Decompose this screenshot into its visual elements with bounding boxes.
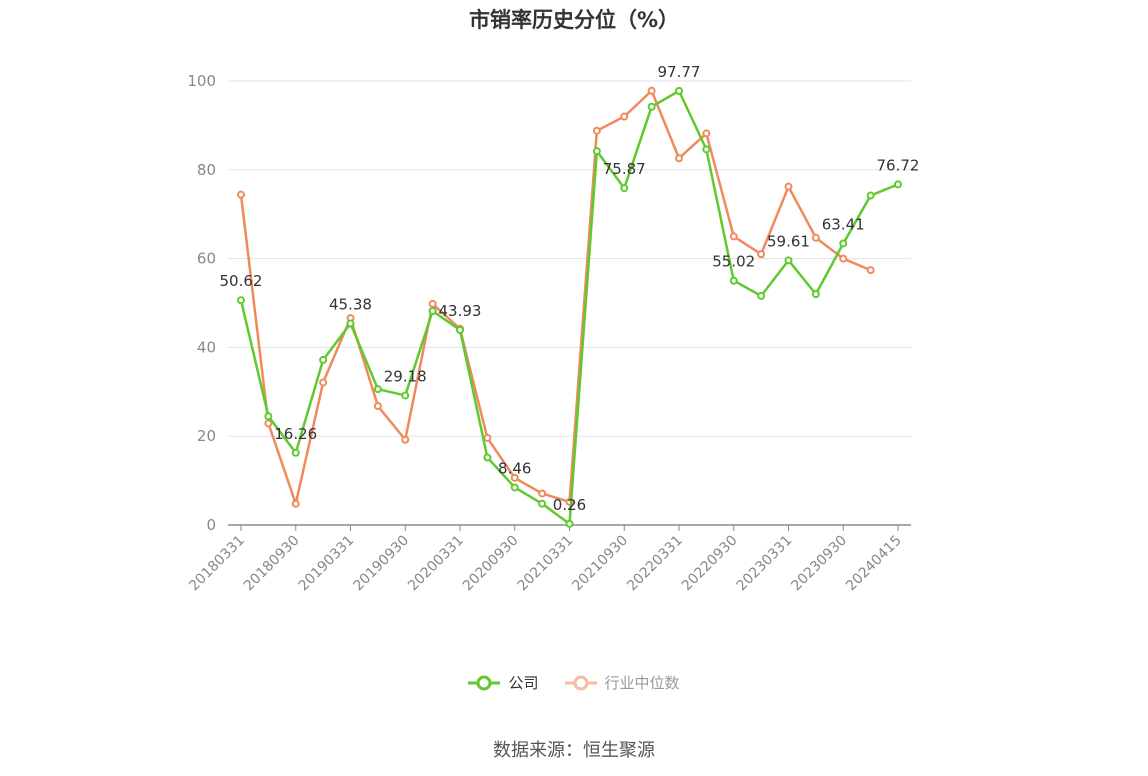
data-point-company	[675, 86, 683, 95]
legend-company-label: 公司	[508, 674, 539, 692]
data-label: 16.26	[274, 425, 317, 443]
data-point-industry-median	[401, 435, 410, 444]
data-label: 76.72	[877, 156, 920, 174]
data-point-industry-median	[319, 378, 328, 387]
data-point-industry-median	[428, 299, 437, 308]
data-label: 0.26	[553, 496, 586, 514]
data-label: 45.38	[329, 296, 372, 314]
data-source-caption: 数据来源：恒生聚源	[493, 740, 655, 761]
data-point-industry-median	[647, 86, 656, 95]
data-label: 43.93	[439, 302, 482, 320]
data-point-company	[729, 276, 738, 285]
data-point-company	[319, 355, 328, 364]
y-tick-label: 0	[206, 516, 216, 534]
data-point-company	[483, 453, 492, 462]
data-point-company	[373, 385, 382, 394]
legend-industry-marker-icon	[564, 675, 597, 690]
data-point-industry-median	[538, 489, 547, 498]
data-point-industry-median	[373, 402, 382, 411]
data-label: 8.46	[498, 459, 531, 477]
data-point-industry-median	[675, 154, 683, 163]
x-tick-label: 20210930	[569, 533, 631, 595]
data-label: 97.77	[658, 63, 701, 81]
y-tick-label: 60	[197, 250, 216, 268]
data-point-industry-median	[264, 419, 273, 428]
x-tick-label: 20240415	[843, 533, 905, 595]
chart-title: 市销率历史分位（%）	[468, 8, 680, 32]
data-point-industry-median	[483, 433, 492, 442]
legend: 公司 行业中位数	[0, 672, 1148, 693]
data-point-company	[839, 239, 848, 248]
y-tick-label: 100	[187, 72, 216, 90]
data-point-company	[428, 306, 437, 315]
x-tick-label: 20190930	[350, 533, 412, 595]
data-point-industry-median	[729, 232, 738, 241]
legend-industry-label: 行业中位数	[604, 674, 680, 692]
data-label: 75.87	[603, 160, 646, 178]
data-label: 29.18	[384, 367, 427, 385]
data-point-industry-median	[866, 266, 875, 275]
data-point-company	[565, 519, 574, 528]
data-point-industry-median	[237, 190, 245, 199]
y-tick-label: 80	[197, 161, 216, 179]
data-label: 50.62	[220, 272, 263, 290]
x-tick-label: 20220930	[679, 533, 741, 595]
data-point-industry-median	[784, 182, 793, 191]
x-tick-label: 20210331	[515, 533, 577, 595]
x-tick-label: 20230930	[788, 533, 850, 595]
data-point-industry-median	[620, 112, 629, 121]
data-point-company	[811, 290, 820, 299]
data-label: 59.61	[767, 232, 810, 250]
x-tick-label: 20200331	[405, 533, 467, 595]
data-point-industry-median	[702, 129, 711, 138]
x-tick-label: 20180930	[241, 533, 303, 595]
legend-item-industry-median[interactable]: 行业中位数	[564, 672, 680, 693]
data-label: 55.02	[712, 253, 755, 271]
data-point-company	[866, 191, 875, 200]
data-point-company	[510, 483, 519, 492]
data-point-industry-median	[592, 126, 601, 135]
data-point-industry-median	[757, 250, 766, 259]
y-tick-label: 20	[197, 427, 216, 445]
data-point-industry-median	[510, 473, 519, 482]
data-point-company	[237, 296, 245, 305]
legend-item-company[interactable]: 公司	[468, 672, 539, 693]
x-tick-label: 20180331	[186, 533, 248, 595]
data-point-company	[538, 499, 547, 508]
data-point-company	[702, 145, 711, 154]
data-point-company	[784, 256, 793, 265]
legend-company-marker-icon	[468, 675, 501, 690]
y-tick-label: 40	[197, 338, 216, 356]
x-tick-label: 20230331	[734, 533, 796, 595]
data-point-company	[620, 184, 629, 193]
data-point-company	[894, 180, 902, 189]
data-point-company	[401, 391, 410, 400]
data-point-industry-median	[839, 254, 848, 263]
data-label: 63.41	[822, 215, 865, 233]
data-point-company	[346, 319, 355, 328]
data-point-company	[592, 147, 601, 156]
x-tick-label: 20190331	[296, 533, 358, 595]
data-point-company	[647, 102, 656, 111]
data-point-industry-median	[811, 233, 820, 242]
data-point-company	[264, 412, 273, 421]
data-point-company	[456, 325, 464, 334]
data-point-company	[757, 291, 766, 300]
data-point-industry-median	[291, 499, 300, 508]
data-point-company	[291, 448, 300, 457]
x-tick-label: 20220331	[624, 533, 686, 595]
x-tick-label: 20200930	[460, 533, 522, 595]
